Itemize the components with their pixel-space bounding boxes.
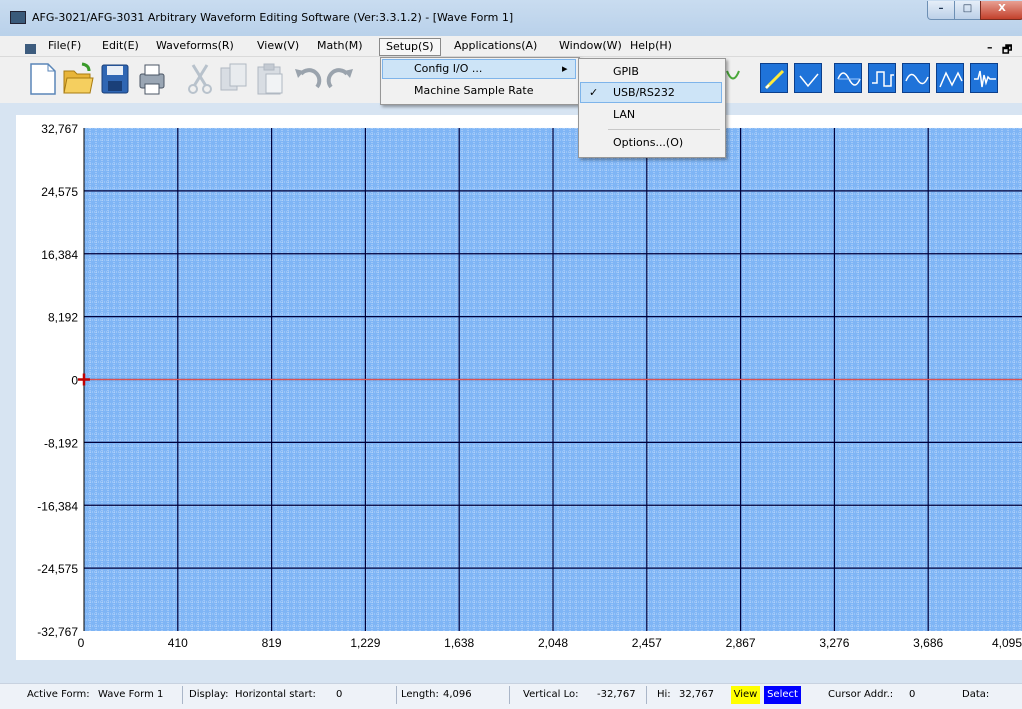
status-separator: [509, 686, 510, 704]
x-tick-label: 3,276: [819, 636, 849, 650]
menu-file[interactable]: File(F): [48, 39, 82, 52]
x-tick-label: 410: [168, 636, 188, 650]
y-tick-label: 32,767: [41, 122, 78, 136]
y-tick-label: -24,575: [37, 562, 78, 576]
open-folder-icon[interactable]: [62, 62, 94, 96]
status-length-label: Length:: [401, 689, 439, 700]
submenu-item-usb-rs232[interactable]: USB/RS232: [613, 86, 675, 99]
menu-view[interactable]: View(V): [257, 39, 300, 52]
probe-icon[interactable]: [724, 62, 742, 96]
menu-bar: [0, 36, 1022, 57]
status-cursor-value: 0: [909, 689, 916, 700]
x-tick-label: 2,457: [632, 636, 662, 650]
point-line-icon[interactable]: [794, 63, 822, 93]
submenu-item-lan[interactable]: LAN: [613, 108, 636, 121]
pencil-draw-icon[interactable]: [760, 63, 788, 93]
status-separator: [182, 686, 183, 704]
redo-icon[interactable]: [326, 62, 358, 96]
app-icon[interactable]: [10, 11, 26, 24]
x-tick-label: 1,638: [444, 636, 474, 650]
cut-icon[interactable]: [184, 62, 216, 96]
print-icon[interactable]: [136, 62, 168, 96]
triangle-wave-icon[interactable]: [936, 63, 964, 93]
submenu-arrow-icon: ▸: [562, 62, 568, 75]
mdi-restore-button[interactable]: 🗗: [1002, 43, 1013, 56]
y-tick-label: -16,384: [37, 499, 78, 513]
setup-menu-highlight: [382, 59, 576, 79]
sine-wave-icon[interactable]: [834, 63, 862, 93]
status-vlo-label: Vertical Lo:: [523, 689, 579, 700]
x-tick-label: 4,095: [992, 636, 1022, 650]
close-button[interactable]: X: [980, 1, 1022, 20]
undo-icon[interactable]: [292, 62, 324, 96]
menu-edit[interactable]: Edit(E): [102, 39, 139, 52]
y-tick-label: 0: [71, 374, 78, 388]
status-hstart-label: Horizontal start:: [235, 689, 316, 700]
status-active-form-label: Active Form:: [27, 689, 90, 700]
submenu-item-options[interactable]: Options...(O): [613, 136, 684, 149]
y-tick-label: 24,575: [41, 185, 78, 199]
status-display-label: Display:: [189, 689, 229, 700]
new-file-icon[interactable]: [28, 62, 60, 96]
status-separator: [646, 686, 647, 704]
mdi-minimize-button[interactable]: –: [987, 41, 993, 54]
menu-applications[interactable]: Applications(A): [454, 39, 538, 52]
x-tick-label: 3,686: [913, 636, 943, 650]
menu-item-machine-sample-rate[interactable]: Machine Sample Rate: [414, 84, 534, 97]
status-separator: [396, 686, 397, 704]
mdi-child-icon[interactable]: [25, 44, 36, 54]
status-active-form: Wave Form 1: [98, 689, 164, 700]
y-tick-label: 8,192: [48, 311, 78, 325]
status-hstart-value: 0: [336, 689, 343, 700]
status-data-label: Data:: [962, 689, 990, 700]
status-vlo-value: -32,767: [597, 689, 636, 700]
window-title: AFG-3021/AFG-3031 Arbitrary Waveform Edi…: [32, 11, 514, 24]
x-tick-label: 2,867: [726, 636, 756, 650]
menu-help[interactable]: Help(H): [630, 39, 672, 52]
menu-waveforms[interactable]: Waveforms(R): [156, 39, 234, 52]
paste-icon[interactable]: [254, 62, 286, 96]
y-tick-label: -32,767: [37, 625, 78, 639]
status-hi-value: 32,767: [679, 689, 714, 700]
menu-window[interactable]: Window(W): [559, 39, 622, 52]
sine-wave-alt-icon[interactable]: [902, 63, 930, 93]
noise-wave-icon[interactable]: [970, 63, 998, 93]
save-disk-icon[interactable]: [100, 62, 132, 96]
submenu-item-gpib[interactable]: GPIB: [613, 65, 639, 78]
config-io-submenu: [578, 58, 726, 158]
menu-item-config-io[interactable]: Config I/O ...: [414, 62, 483, 75]
status-cursor-label: Cursor Addr.:: [828, 689, 894, 700]
status-hi-label: Hi:: [657, 689, 671, 700]
menu-math[interactable]: Math(M): [317, 39, 363, 52]
y-tick-label: 16,384: [41, 248, 78, 262]
x-tick-label: 0: [78, 636, 85, 650]
check-icon: ✓: [589, 86, 599, 99]
y-tick-label: -8,192: [44, 436, 78, 450]
view-mode-button[interactable]: View: [731, 686, 760, 704]
menu-setup[interactable]: Setup(S): [379, 38, 441, 56]
x-tick-label: 819: [262, 636, 282, 650]
submenu-separator: [608, 129, 720, 130]
x-tick-label: 1,229: [350, 636, 380, 650]
submenu-highlight: [580, 82, 722, 103]
title-bar: [0, 0, 1022, 36]
status-length-value: 4,096: [443, 689, 472, 700]
square-wave-icon[interactable]: [868, 63, 896, 93]
select-mode-button[interactable]: Select: [764, 686, 801, 704]
copy-icon[interactable]: [218, 62, 250, 96]
x-tick-label: 2,048: [538, 636, 568, 650]
status-bar: [0, 683, 1022, 709]
